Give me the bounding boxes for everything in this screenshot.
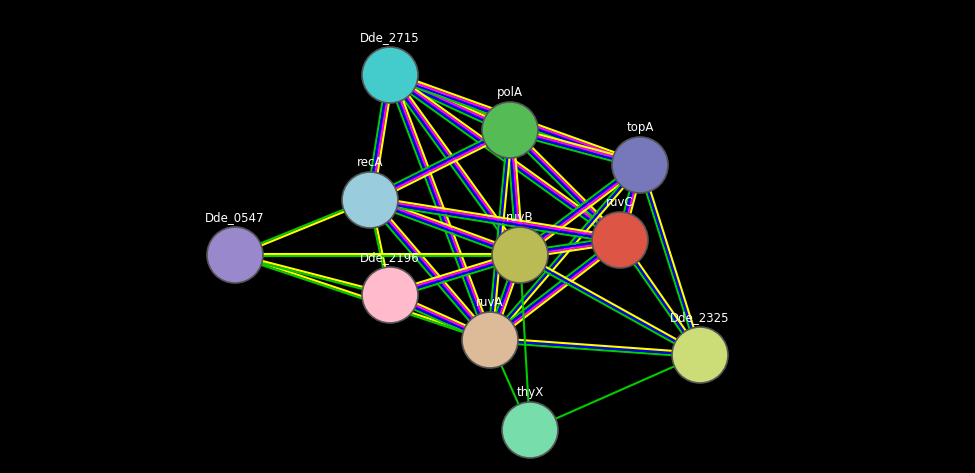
Circle shape (502, 402, 558, 458)
Circle shape (362, 47, 418, 103)
Circle shape (462, 312, 518, 368)
Text: recA: recA (357, 156, 383, 169)
Circle shape (592, 212, 648, 268)
Text: thyX: thyX (517, 386, 544, 399)
Text: polA: polA (497, 86, 523, 99)
Text: ruvC: ruvC (606, 196, 634, 209)
Circle shape (492, 227, 548, 283)
Circle shape (362, 267, 418, 323)
Circle shape (482, 102, 538, 158)
Text: ruvB: ruvB (506, 211, 534, 224)
Text: Dde_2715: Dde_2715 (360, 31, 420, 44)
Circle shape (207, 227, 263, 283)
Circle shape (342, 172, 398, 228)
Text: ruvA: ruvA (476, 296, 504, 309)
Text: topA: topA (626, 121, 653, 134)
Text: Dde_2196: Dde_2196 (360, 251, 420, 264)
Text: Dde_2325: Dde_2325 (670, 311, 729, 324)
Circle shape (612, 137, 668, 193)
Circle shape (672, 327, 728, 383)
Text: Dde_0547: Dde_0547 (206, 211, 265, 224)
